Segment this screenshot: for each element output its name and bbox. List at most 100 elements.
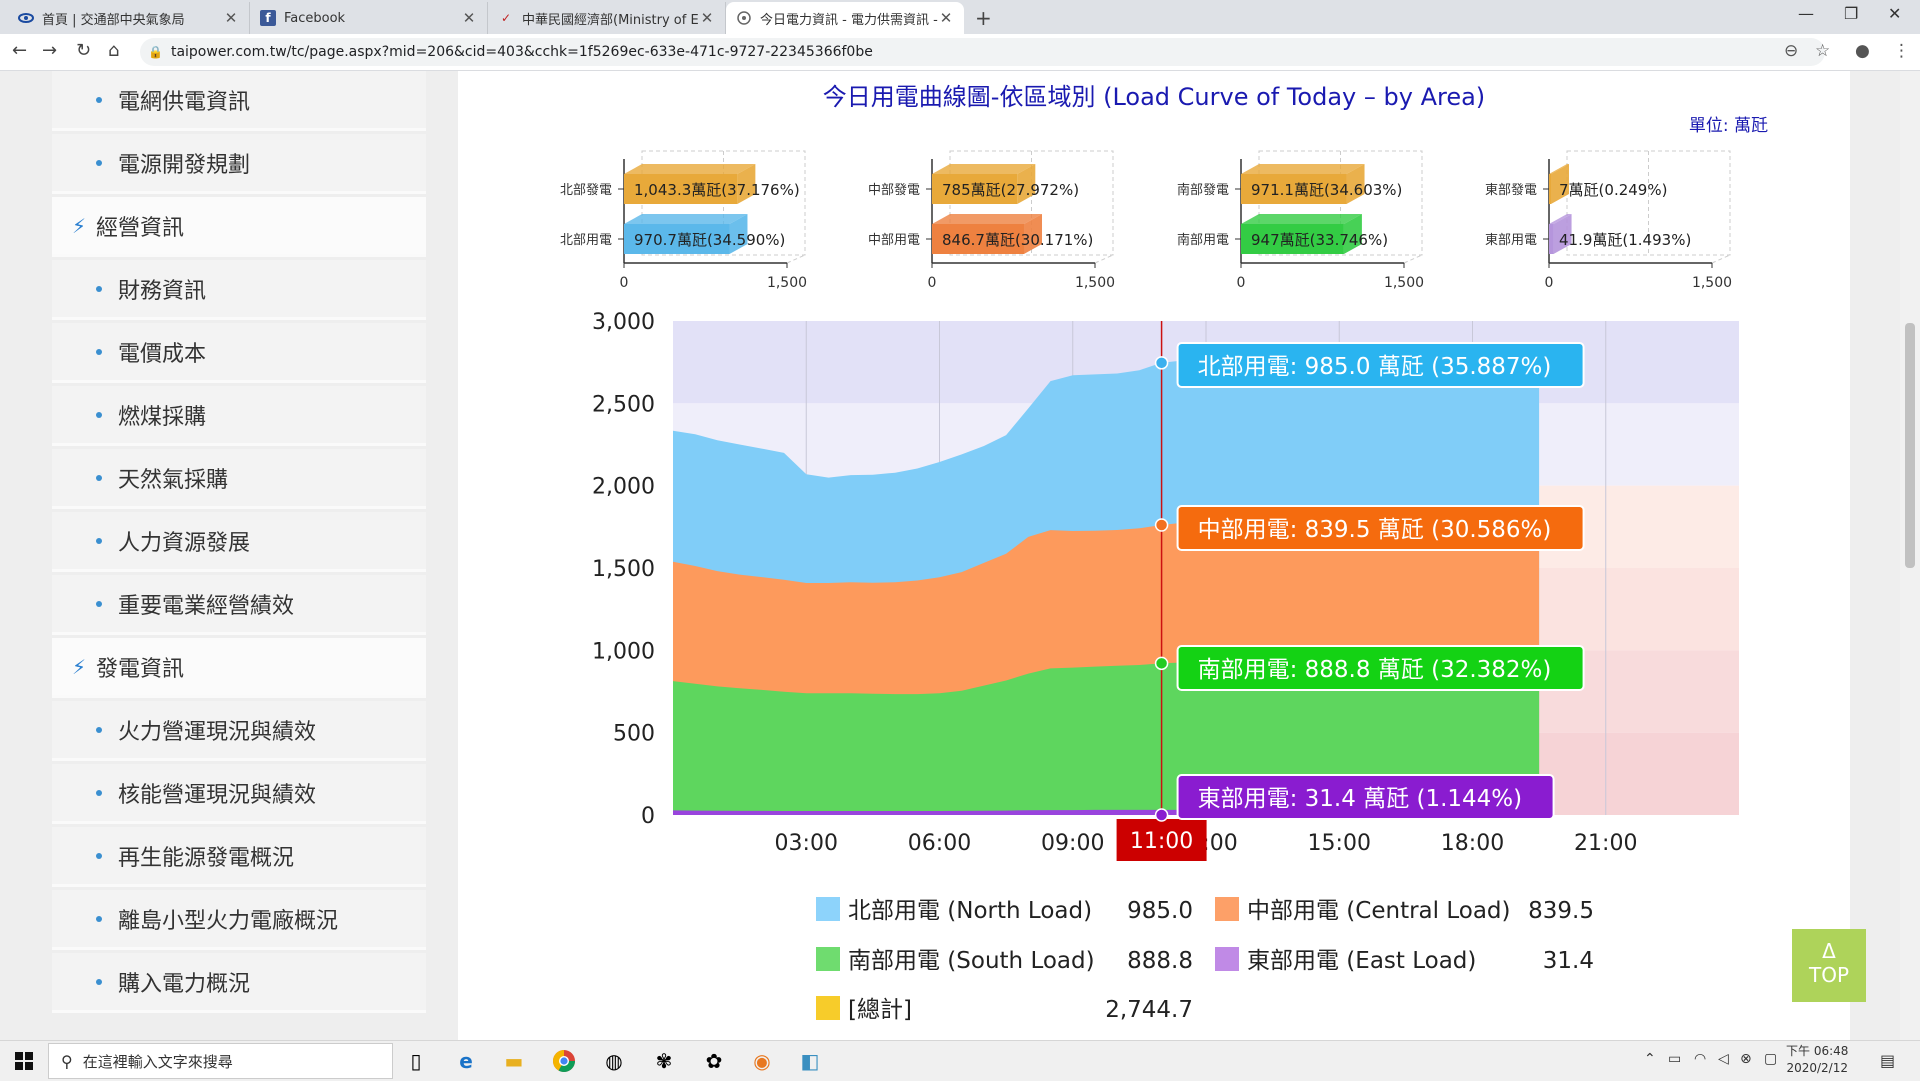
sidebar-item[interactable]: 再生能源發電概況 [52, 827, 426, 887]
sidebar-item[interactable]: 離島小型火力電廠概況 [52, 890, 426, 950]
bar-top [1241, 214, 1362, 224]
minimize-icon[interactable]: — [1798, 4, 1814, 23]
sidebar-item[interactable]: 重要電業經營績效 [52, 575, 426, 635]
back-to-top-button[interactable]: Δ TOP [1792, 929, 1866, 1002]
sidebar-item[interactable]: ⚡ 經營資訊 [52, 197, 426, 257]
sidebar-item[interactable]: 核能營運現況與績效 [52, 764, 426, 824]
sidebar-item-label: 電源開發規劃 [118, 152, 251, 178]
cursor-point [1154, 656, 1169, 671]
file-explorer-icon[interactable]: ▬ [504, 1049, 524, 1073]
sidebar-item[interactable]: 天然氣採購 [52, 449, 426, 509]
sidebar-item[interactable]: 電價成本 [52, 323, 426, 383]
bar-top [624, 214, 748, 224]
sidebar-item-label: 購入電力概況 [118, 971, 251, 997]
tab-facebook[interactable]: f Facebook ✕ [250, 2, 488, 34]
legend-swatch [1215, 947, 1239, 971]
bar-top [1549, 214, 1572, 224]
scrollbar-thumb[interactable] [1905, 323, 1915, 568]
blender-icon[interactable]: ◉ [753, 1049, 771, 1073]
bar-category-label: 北部發電 [560, 183, 612, 198]
sidebar-item[interactable]: 購入電力概況 [52, 953, 426, 1013]
window-close-icon[interactable]: ✕ [1888, 4, 1902, 23]
sidebar-item[interactable]: 燃煤採購 [52, 386, 426, 446]
taskbar: ⚲ 在這裡輸入文字來搜尋 ▯ e ▬ ◍ ✾ ✿ ◉ ◧ ⌃ ▭ ◠ ◁ ⊗ ▢… [0, 1040, 1920, 1081]
sidebar-item-label: 人力資源發展 [118, 530, 251, 556]
bullet-dot-icon [96, 852, 102, 859]
app-icon[interactable]: ✿ [705, 1049, 723, 1073]
tab-title: 首頁 | 交通部中央氣象局 [42, 12, 185, 28]
tab-taipower[interactable]: 今日電力資訊 - 電力供需資訊 - 台 ✕ [726, 2, 964, 34]
tab-moea[interactable]: ✓ 中華民國經濟部(Ministry of Eco ✕ [488, 2, 726, 34]
bar-data-label: 846.7萬瓩(30.171%) [942, 231, 1093, 249]
bar-top [932, 214, 1043, 224]
home-icon[interactable]: ⌂ [108, 40, 120, 61]
chrome-icon[interactable] [548, 1047, 580, 1075]
y-tick-label: 500 [613, 722, 655, 747]
mini-bar-chart: 0 1,500 中部發電 785萬瓩(27.972%) 中部用電 846.7萬瓩(30.1… [868, 150, 1115, 291]
mini-tick-label: 1,500 [1075, 275, 1115, 291]
close-icon[interactable]: ✕ [224, 9, 238, 27]
bar-side [1017, 164, 1036, 204]
close-icon[interactable]: ✕ [462, 9, 476, 27]
browser-toolbar: ← → ↻ ⌂ 🔒 taipower.com.tw/tc/page.aspx?m… [0, 34, 1920, 71]
app-icon[interactable]: ◍ [605, 1049, 623, 1073]
mini-bar-chart: 0 1,500 南部發電 971.1萬瓩(34.603%) 南部用電 947萬瓩(33.7… [1177, 150, 1424, 291]
back-arrow-icon[interactable]: ← [12, 40, 28, 61]
bar-category-label: 南部發電 [1177, 182, 1229, 198]
edge-icon[interactable]: e [459, 1049, 473, 1073]
bar-data-label: 1,043.3萬瓩(37.176%) [634, 181, 800, 199]
bullet-dot-icon [96, 411, 102, 418]
menu-dots-icon[interactable]: ⋮ [1893, 41, 1910, 61]
notification-icon[interactable]: ▤ [1880, 1051, 1896, 1070]
tab-cwb[interactable]: 首頁 | 交通部中央氣象局 ✕ [8, 2, 250, 34]
ime-icon[interactable]: ⊗ [1740, 1051, 1752, 1067]
bar-side [1553, 214, 1572, 254]
app-icon[interactable]: ✾ [655, 1049, 673, 1073]
sidebar-item[interactable]: 人力資源發展 [52, 512, 426, 572]
area-chart: 0 500 1,000 1,500 2,000 2,500 3,000 03:00 06:00 0… [592, 310, 1739, 1023]
bullet-dot-icon [96, 285, 102, 292]
forward-arrow-icon[interactable]: → [42, 40, 58, 61]
wifi-icon[interactable]: ◠ [1694, 1051, 1707, 1067]
page-scrollbar[interactable] [1900, 71, 1920, 1040]
sidebar-item[interactable]: 財務資訊 [52, 260, 426, 320]
new-tab-plus-icon[interactable]: + [975, 6, 992, 30]
bar-side [1343, 214, 1362, 254]
restore-icon[interactable]: ❐ [1844, 4, 1859, 23]
bullet-dot-icon [96, 600, 102, 607]
top-label: TOP [1808, 963, 1850, 987]
bullet-dot-icon [96, 474, 102, 481]
sidebar-item[interactable]: 火力營運現況與績效 [52, 701, 426, 761]
app-icon[interactable]: ◧ [800, 1049, 820, 1073]
sidebar-item[interactable]: ⚡ 發電資訊 [52, 638, 426, 698]
mini-grid [786, 254, 806, 264]
close-icon[interactable]: ✕ [939, 9, 953, 27]
profile-icon[interactable]: ● [1855, 41, 1870, 61]
volume-icon[interactable]: ◁ [1718, 1051, 1729, 1067]
sidebar-item-label: 離島小型火力電廠概況 [118, 908, 339, 934]
close-icon[interactable]: ✕ [700, 9, 714, 27]
bar-data-label: 41.9萬瓩(1.493%) [1559, 231, 1691, 249]
zoom-icon[interactable]: ⊖ [1784, 41, 1799, 61]
bullet-dot-icon [96, 978, 102, 985]
mini-tick-label: 0 [1237, 275, 1246, 291]
clock[interactable]: 下午 06:48 2020/2/12 [1786, 1043, 1848, 1077]
windows-start-icon[interactable] [8, 1047, 40, 1075]
chart-canvas: 0 1,500 北部發電 1,043.3萬瓩(37.176%) 北部用電 970.7萬瓩(… [560, 150, 1739, 1023]
reload-icon[interactable]: ↻ [76, 40, 92, 61]
legend-swatch [816, 996, 840, 1020]
keyboard-icon[interactable]: ▢ [1764, 1051, 1778, 1067]
bar-data-label: 947萬瓩(33.746%) [1251, 231, 1388, 249]
task-view-icon[interactable]: ▯ [410, 1049, 422, 1073]
sidebar-item[interactable]: 電網供電資訊 [52, 71, 426, 131]
search-placeholder: 在這裡輸入文字來搜尋 [82, 1052, 233, 1071]
taskbar-search[interactable]: ⚲ 在這裡輸入文字來搜尋 [48, 1043, 393, 1079]
battery-icon[interactable]: ▭ [1668, 1051, 1682, 1067]
sidebar-item[interactable]: 電源開發規劃 [52, 134, 426, 194]
star-icon[interactable]: ☆ [1815, 41, 1831, 61]
x-tick-label: 21:00 [1574, 831, 1637, 856]
bar-data-label: 785萬瓩(27.972%) [942, 181, 1079, 199]
bar-front [624, 174, 738, 204]
chevron-up-icon[interactable]: ⌃ [1644, 1051, 1656, 1067]
address-bar[interactable]: 🔒 taipower.com.tw/tc/page.aspx?mid=206&c… [140, 38, 1825, 66]
